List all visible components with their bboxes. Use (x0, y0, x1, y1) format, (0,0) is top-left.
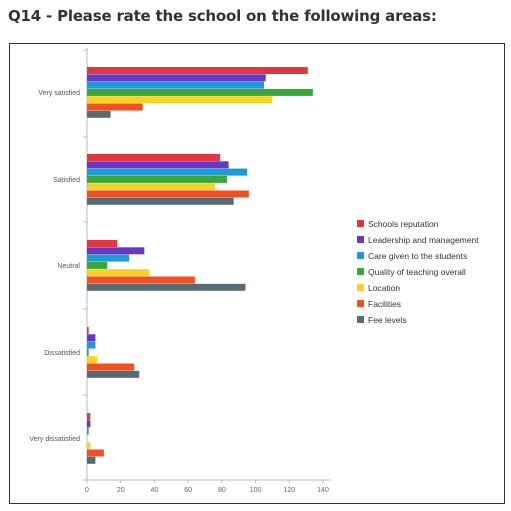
x-tick-label: 140 (317, 487, 329, 494)
bar (87, 168, 248, 176)
x-tick-label: 120 (283, 487, 295, 494)
bar (87, 247, 145, 255)
bar (87, 449, 104, 457)
bar (87, 327, 89, 334)
bar (87, 161, 229, 169)
bar (87, 442, 91, 450)
bar (87, 420, 91, 428)
bar (87, 363, 135, 371)
legend-label: Schools reputation (368, 219, 439, 229)
bar (87, 427, 89, 435)
bar (87, 254, 130, 262)
bar (87, 154, 221, 161)
legend-label: Facilities (368, 299, 401, 309)
x-tick-label: 0 (85, 487, 89, 494)
bar (87, 261, 108, 269)
x-tick-label: 40 (151, 487, 159, 494)
legend-swatch (357, 300, 364, 307)
bar (87, 74, 266, 82)
category-label: Satisfied (53, 177, 80, 184)
chart-axes: 0 20 40 60 80 100 120 140 Very satisfied Satisfie… (29, 48, 331, 494)
legend-swatch (357, 220, 364, 227)
chart-title: Q14 - Please rate the school on the foll… (8, 7, 437, 25)
legend-swatch (357, 268, 364, 275)
chart-bars (87, 67, 313, 464)
bar (87, 283, 246, 291)
category-label: Neutral (57, 263, 80, 270)
bar (87, 103, 143, 111)
x-tick-label: 100 (250, 487, 262, 494)
bar (87, 67, 308, 74)
legend-label: Fee levels (368, 315, 407, 325)
category-label: Very dissatisfied (29, 436, 80, 443)
chart-frame (9, 43, 505, 504)
x-tick-label: 20 (117, 487, 125, 494)
legend-label: Quality of teaching overall (368, 267, 466, 277)
legend-swatch (357, 252, 364, 259)
bar (87, 240, 118, 247)
bar (87, 175, 227, 183)
category-label: Dissatisfied (44, 350, 80, 357)
chart-legend: Schools reputation Leadership and managem… (357, 219, 479, 325)
bar (87, 183, 216, 191)
bar (87, 334, 96, 342)
legend-swatch (357, 236, 364, 243)
bar (87, 197, 234, 205)
bar (87, 276, 195, 284)
legend-label: Care given to the students (368, 251, 467, 261)
bar (87, 110, 111, 118)
bar (87, 370, 140, 378)
bar (87, 356, 98, 364)
legend-swatch (357, 316, 364, 323)
bar (87, 413, 91, 420)
bar (87, 269, 150, 277)
legend-swatch (357, 284, 364, 291)
x-tick-label: 60 (184, 487, 192, 494)
bar (87, 348, 89, 356)
x-tick-label: 80 (218, 487, 226, 494)
legend-label: Leadership and management (368, 235, 479, 245)
category-label: Very satisfied (38, 90, 80, 97)
bar (87, 341, 96, 349)
bar (87, 190, 249, 198)
bar (87, 81, 264, 89)
legend-label: Location (368, 283, 400, 293)
bar (87, 96, 273, 104)
bar (87, 88, 313, 96)
bar (87, 456, 96, 464)
